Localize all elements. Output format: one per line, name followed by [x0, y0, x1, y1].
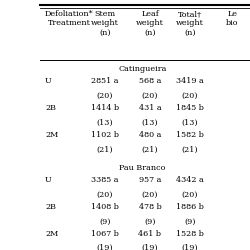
Text: (9): (9) [99, 216, 111, 224]
Text: 2B: 2B [45, 104, 56, 112]
Text: (21): (21) [182, 145, 198, 153]
Text: 1582 b: 1582 b [176, 130, 204, 138]
Text: Leaf
weight
(n): Leaf weight (n) [136, 10, 164, 36]
Text: U: U [45, 77, 52, 85]
Text: 1414 b: 1414 b [91, 104, 119, 112]
Text: 1845 b: 1845 b [176, 104, 204, 112]
Text: 568 a: 568 a [139, 77, 161, 85]
Text: (20): (20) [142, 190, 158, 198]
Text: (21): (21) [97, 145, 113, 153]
Text: (13): (13) [142, 118, 158, 126]
Text: 3385 a: 3385 a [91, 176, 119, 184]
Text: Catingueira: Catingueira [118, 65, 167, 73]
Text: 3419 a: 3419 a [176, 77, 204, 85]
Text: 957 a: 957 a [139, 176, 161, 184]
Text: (13): (13) [97, 118, 113, 126]
Text: 4342 a: 4342 a [176, 176, 204, 184]
Text: (13): (13) [182, 118, 198, 126]
Text: (19): (19) [97, 243, 113, 250]
Text: Total†
weight
(n): Total† weight (n) [176, 10, 204, 36]
Text: (20): (20) [182, 91, 198, 99]
Text: Pau Branco: Pau Branco [119, 164, 166, 172]
Text: (20): (20) [182, 190, 198, 198]
Text: 480 a: 480 a [139, 130, 161, 138]
Text: 1408 b: 1408 b [91, 202, 119, 210]
Text: Stem
weight
(n): Stem weight (n) [91, 10, 119, 36]
Text: 1528 b: 1528 b [176, 229, 204, 237]
Text: (9): (9) [184, 216, 196, 224]
Text: 2B: 2B [45, 202, 56, 210]
Text: U: U [45, 176, 52, 184]
Text: 431 a: 431 a [139, 104, 161, 112]
Text: (20): (20) [142, 91, 158, 99]
Text: Defoliation*
Treatment: Defoliation* Treatment [45, 10, 94, 27]
Text: (9): (9) [144, 216, 156, 224]
Text: (19): (19) [142, 243, 158, 250]
Text: 461 b: 461 b [138, 229, 162, 237]
Text: 1067 b: 1067 b [91, 229, 119, 237]
Text: (19): (19) [182, 243, 198, 250]
Text: Le
bio: Le bio [226, 10, 239, 27]
Text: 478 b: 478 b [138, 202, 162, 210]
Text: (20): (20) [97, 190, 113, 198]
Text: 2M: 2M [45, 130, 58, 138]
Text: 1886 b: 1886 b [176, 202, 204, 210]
Text: (20): (20) [97, 91, 113, 99]
Text: 1102 b: 1102 b [91, 130, 119, 138]
Text: 2M: 2M [45, 229, 58, 237]
Text: 2851 a: 2851 a [91, 77, 119, 85]
Text: (21): (21) [142, 145, 158, 153]
